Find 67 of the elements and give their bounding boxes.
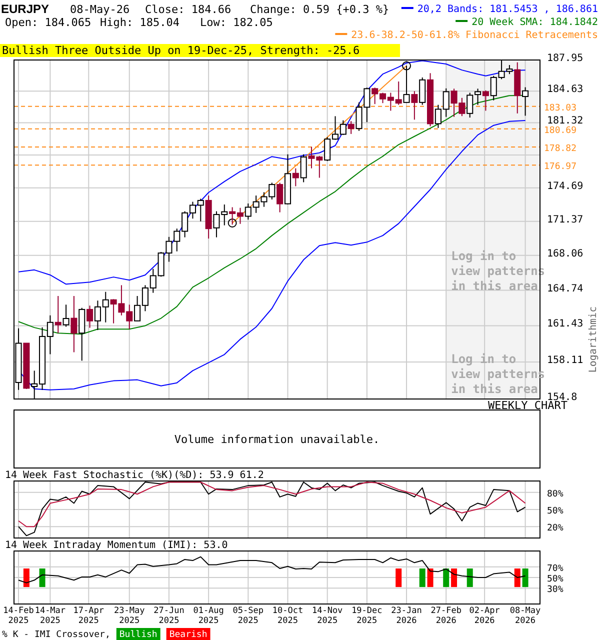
y-tick-label: 181.32 <box>547 116 584 127</box>
x-tick-label: 19-Dec 2025 <box>352 606 382 626</box>
y-tick-label: 161.43 <box>547 318 584 330</box>
y-tick-label: 70% <box>547 564 564 574</box>
x-tick-label: 05-Sep 2025 <box>232 606 264 626</box>
candlestick <box>62 304 70 328</box>
x-tick-label: 27-Jun 2025 <box>154 606 184 626</box>
chart-title: EURJPY <box>1 2 50 16</box>
y-tick-label: 171.37 <box>547 214 584 226</box>
line-series <box>18 482 526 528</box>
y-tick-label: 187.95 <box>547 53 584 64</box>
candlestick <box>70 296 78 353</box>
ref-line-label: 183.03 <box>544 103 577 114</box>
legend-title: % K - IMI Crossover, <box>2 630 110 640</box>
text: High: 185.04 <box>100 16 180 29</box>
text: Bullish <box>119 630 158 640</box>
candlestick <box>78 307 86 362</box>
annotation: WEEKLY CHART <box>488 399 568 412</box>
text: Close: 184.66 <box>145 3 232 16</box>
y-tick-label: 80% <box>547 489 564 500</box>
candlestick <box>86 305 94 328</box>
x-tick-label: 27-Feb 2026 <box>430 606 462 626</box>
text: Low: 182.05 <box>200 16 273 29</box>
line-series <box>18 556 526 584</box>
y-tick-label: 184.63 <box>547 84 584 96</box>
legend-label: 20 Week SMA: 184.1842 <box>472 17 598 28</box>
candlestick <box>276 182 284 213</box>
candlestick <box>300 154 307 183</box>
y-tick-label: 164.74 <box>547 283 584 294</box>
text: Open: 184.065 <box>5 16 92 29</box>
legend-label: 23.6-38.2-50-61.8% Fibonacci Retracements <box>351 30 598 41</box>
text: Bearish <box>169 630 208 640</box>
text: Volume information unavailable. <box>174 433 380 446</box>
ref-line-label: 178.82 <box>544 144 577 154</box>
x-tick-label: 23-May 2025 <box>114 606 145 626</box>
x-tick-label: 14-Mar 2025 <box>34 606 66 626</box>
candlestick <box>411 90 418 120</box>
y-tick-label: 50% <box>547 506 564 516</box>
candlestick <box>292 168 299 187</box>
y-tick-label: 30% <box>547 585 564 596</box>
y-tick-label: 158.11 <box>547 355 584 366</box>
x-tick-label: 14-Feb 2025 <box>3 606 34 626</box>
y-tick-label: 50% <box>547 574 564 584</box>
candlestick <box>419 76 426 106</box>
y-tick-label: 168.06 <box>547 248 584 260</box>
y-tick-label: 20% <box>547 524 564 534</box>
candlestick <box>522 86 529 116</box>
candlestick <box>348 120 354 134</box>
x-tick-label: 10-Oct 2025 <box>272 606 304 626</box>
ref-line-label: 180.69 <box>544 126 577 136</box>
legend-label: 20,2 Bands: 181.5453 , 186.861 <box>417 4 598 15</box>
y-tick-label: 174.69 <box>547 180 584 192</box>
x-tick-label: 01-Aug 2025 <box>193 606 224 626</box>
text: Change: 0.59 {+0.3 %} <box>250 3 390 16</box>
y-axis-title: Logarithmic <box>588 306 599 373</box>
x-tick-label: 23-Jan 2026 <box>391 606 422 626</box>
candlestick <box>482 90 489 112</box>
chart-title: 14 Week Fast Stochastic (%K)(%D): 53.9 61.2 <box>5 470 264 481</box>
x-tick-label: 17-Apr 2025 <box>73 606 104 626</box>
x-tick-label: 02-Apr 2026 <box>469 606 500 626</box>
chart-title: 14 Week Intraday Momentum (IMI): 53.0 <box>5 540 228 551</box>
x-tick-label: 08-May 2026 <box>510 606 541 626</box>
chart-subtitle: Bullish Three Outside Up on 19-Dec-25, Strength: -25.6 <box>2 44 360 57</box>
x-tick-label: 14-Nov 2025 <box>312 606 343 626</box>
ref-line-label: 176.97 <box>544 162 577 172</box>
candlestick <box>54 296 62 334</box>
text: 08-May-26 <box>70 3 130 16</box>
